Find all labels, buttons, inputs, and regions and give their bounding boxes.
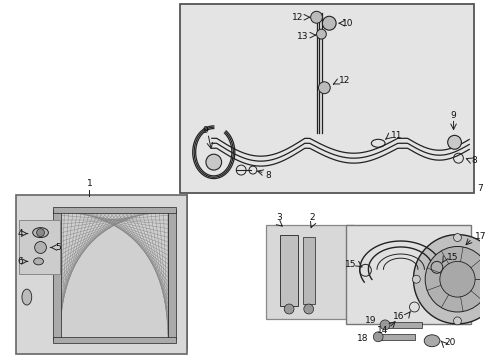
Circle shape xyxy=(284,304,293,314)
Text: 2: 2 xyxy=(309,213,315,222)
Text: 1: 1 xyxy=(86,179,92,188)
Ellipse shape xyxy=(22,289,32,305)
Text: 16: 16 xyxy=(392,312,404,321)
Circle shape xyxy=(412,235,488,324)
Text: 15: 15 xyxy=(446,253,457,262)
Bar xyxy=(345,225,470,324)
Bar xyxy=(180,4,473,193)
Ellipse shape xyxy=(34,258,43,265)
Text: 6: 6 xyxy=(17,257,23,266)
Bar xyxy=(16,195,187,354)
Bar xyxy=(384,322,421,328)
Circle shape xyxy=(379,320,389,330)
Ellipse shape xyxy=(423,335,439,347)
Text: 18: 18 xyxy=(356,334,367,343)
Text: 3: 3 xyxy=(276,213,282,222)
Circle shape xyxy=(318,82,329,94)
Circle shape xyxy=(310,11,322,23)
Text: 7: 7 xyxy=(476,184,482,193)
Bar xyxy=(53,337,175,343)
Text: 8: 8 xyxy=(265,171,271,180)
Text: 9: 9 xyxy=(450,111,455,120)
Text: 20: 20 xyxy=(444,338,455,347)
Bar xyxy=(53,210,61,339)
Circle shape xyxy=(453,234,461,242)
Text: 12: 12 xyxy=(338,76,350,85)
Bar xyxy=(265,225,353,319)
Circle shape xyxy=(411,275,419,283)
Text: 11: 11 xyxy=(390,131,402,140)
Bar xyxy=(53,207,175,213)
Circle shape xyxy=(424,247,488,312)
Circle shape xyxy=(316,29,325,39)
Text: 14: 14 xyxy=(377,326,388,335)
Circle shape xyxy=(322,16,335,30)
Bar xyxy=(280,235,297,306)
Text: 4: 4 xyxy=(17,229,23,238)
Text: 15: 15 xyxy=(345,260,356,269)
Text: 8: 8 xyxy=(470,156,476,165)
Circle shape xyxy=(303,304,313,314)
Text: 17: 17 xyxy=(474,232,486,241)
Text: 10: 10 xyxy=(341,19,353,28)
Circle shape xyxy=(35,242,46,253)
Text: 5: 5 xyxy=(55,243,61,252)
Bar xyxy=(302,237,314,304)
Circle shape xyxy=(453,317,461,325)
Ellipse shape xyxy=(33,228,48,238)
Bar xyxy=(377,334,414,340)
Circle shape xyxy=(37,229,44,237)
Bar xyxy=(167,210,175,339)
Text: 12: 12 xyxy=(291,13,302,22)
Bar xyxy=(60,210,167,339)
Text: 9: 9 xyxy=(202,126,207,135)
Circle shape xyxy=(372,332,382,342)
Text: 19: 19 xyxy=(364,316,375,325)
Circle shape xyxy=(447,135,461,149)
Bar xyxy=(19,220,60,274)
Text: 13: 13 xyxy=(297,32,308,41)
Circle shape xyxy=(439,261,474,297)
Circle shape xyxy=(205,154,221,170)
